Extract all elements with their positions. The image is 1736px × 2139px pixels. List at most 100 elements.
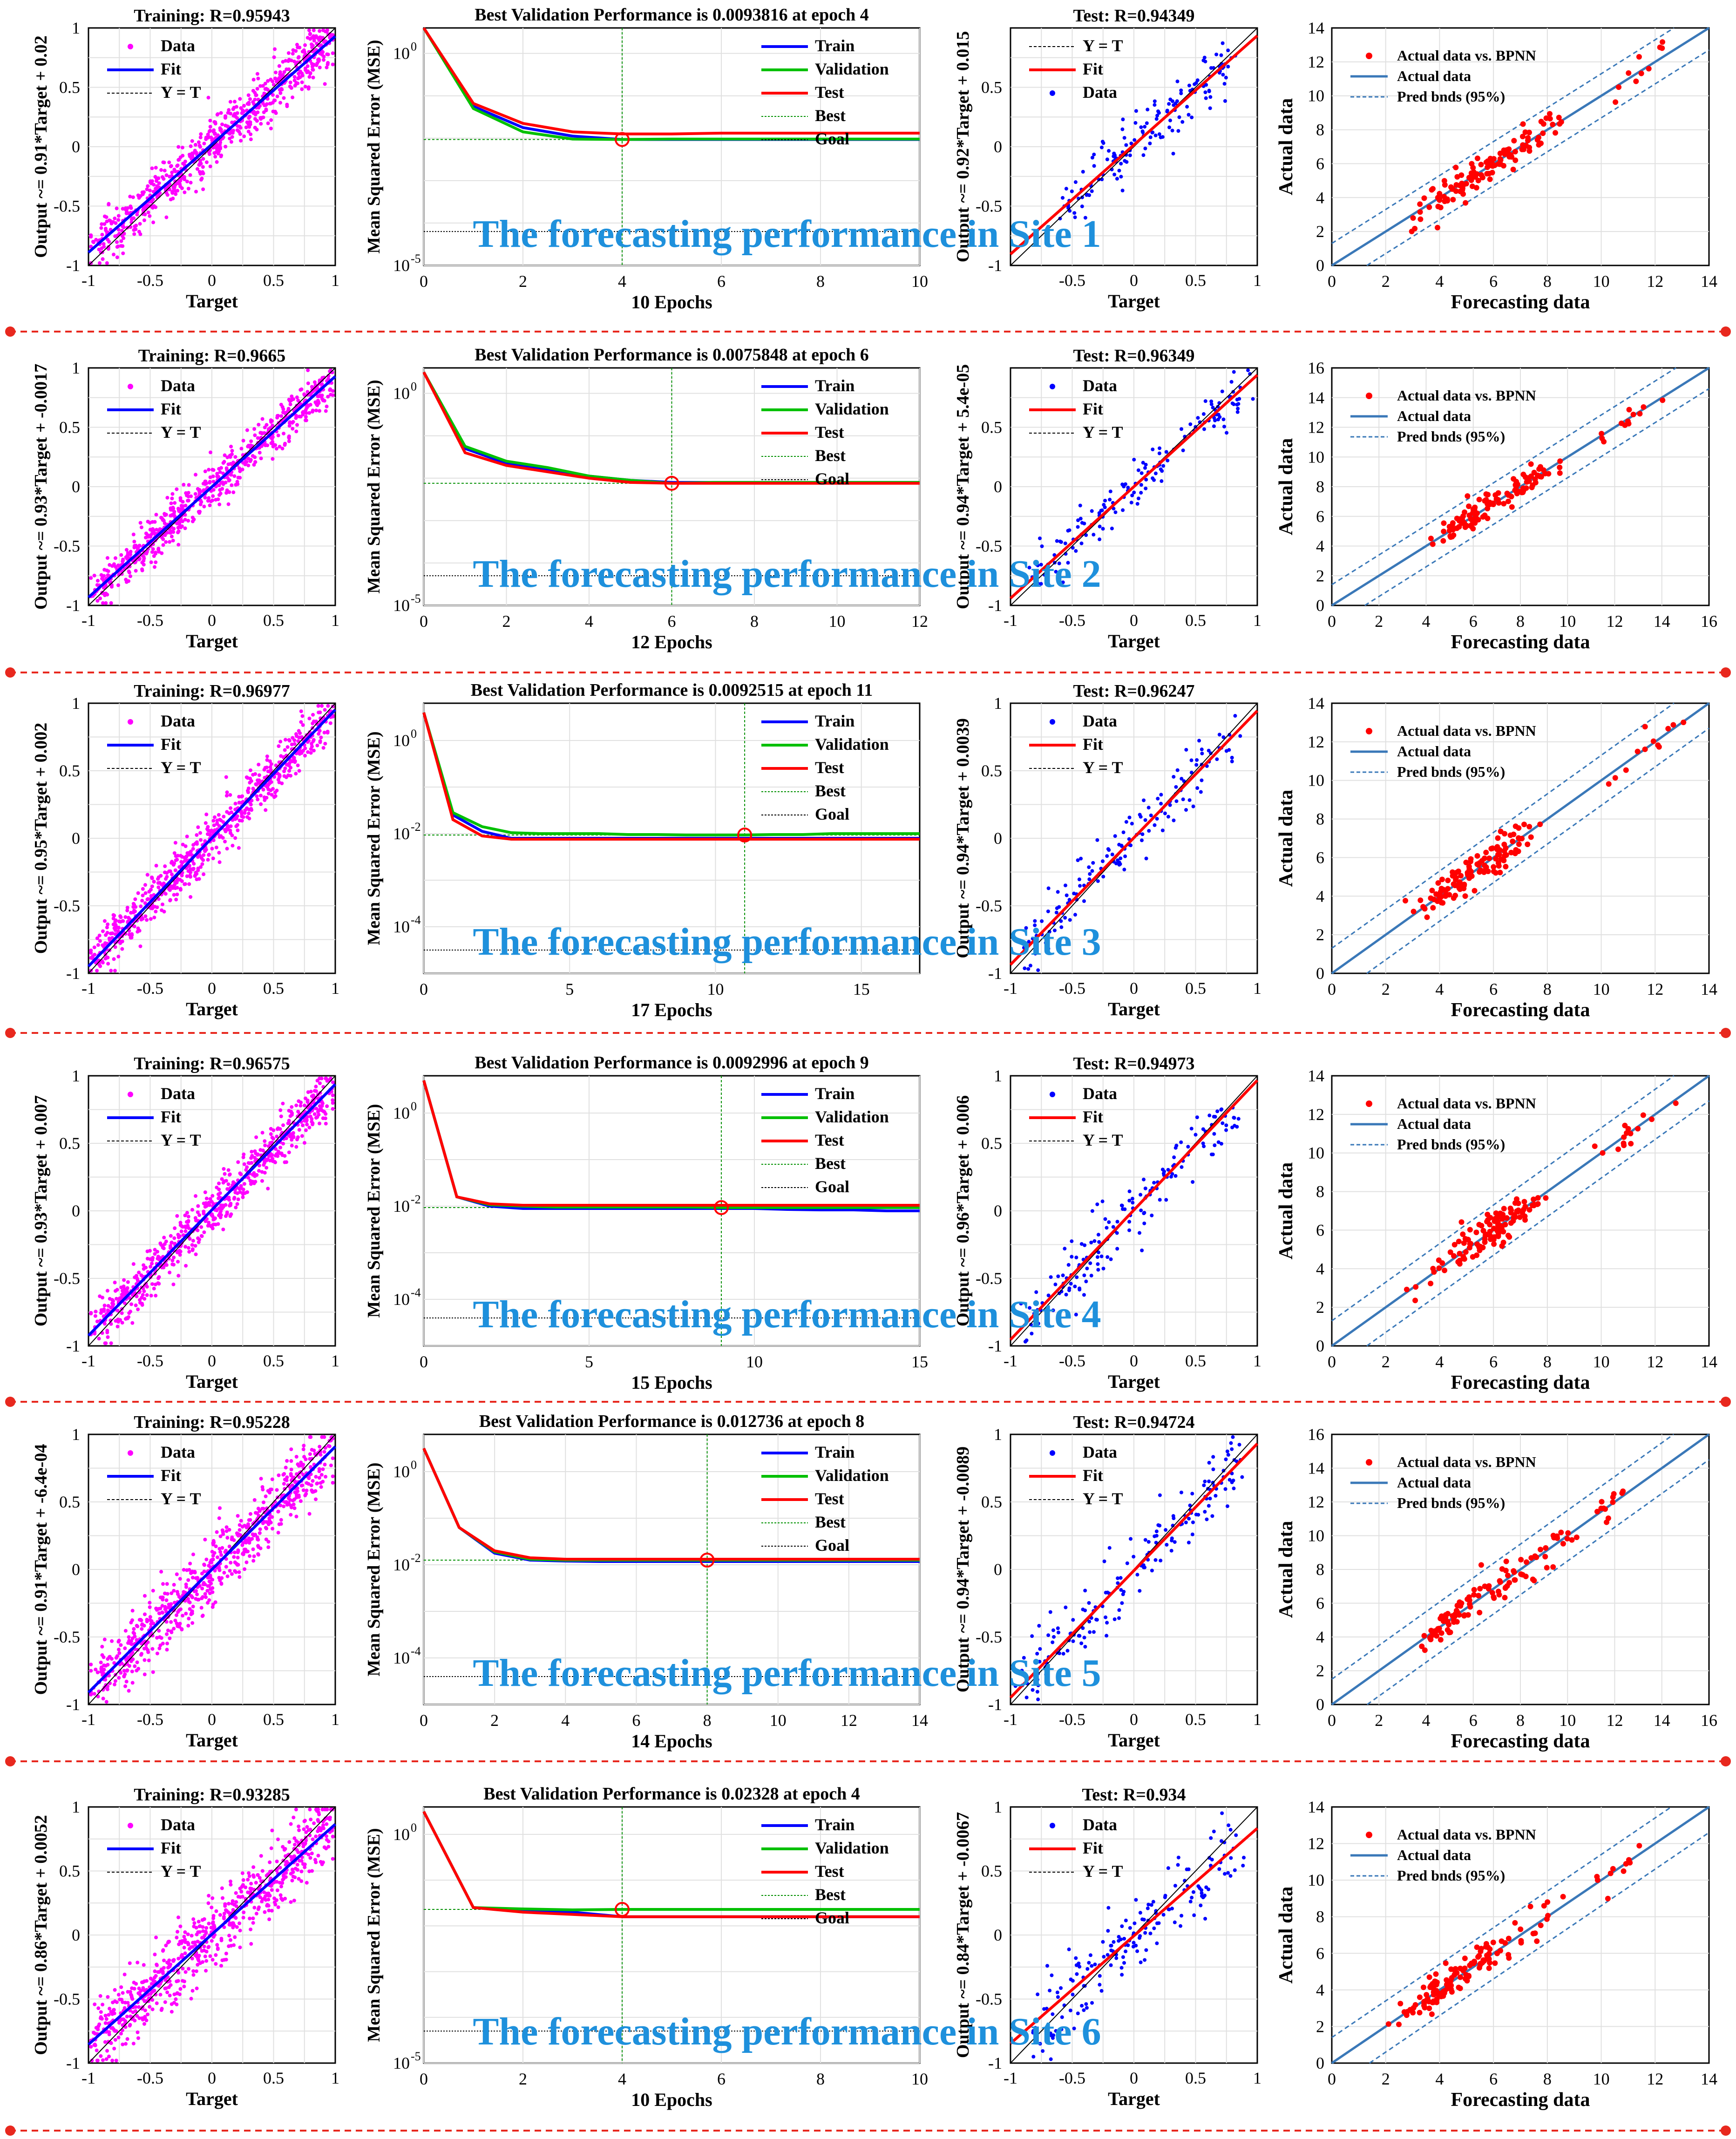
- x-axis-label: Target: [186, 631, 238, 652]
- x-tick-label: 8: [1516, 612, 1525, 631]
- data-point: [1079, 517, 1083, 521]
- data-point: [1088, 1261, 1092, 1265]
- x-tick-label: -1: [81, 979, 95, 998]
- y-tick-label: 0: [994, 829, 1002, 848]
- data-point: [1431, 896, 1437, 902]
- data-point: [1463, 1249, 1469, 1255]
- data-point: [325, 405, 329, 408]
- data-point: [1078, 884, 1082, 888]
- data-point: [300, 387, 304, 391]
- data-point: [1232, 1116, 1235, 1120]
- data-point: [1172, 1155, 1176, 1159]
- data-point: [228, 1569, 232, 1573]
- x-tick-label: 2: [1382, 1352, 1390, 1371]
- data-point: [157, 1282, 161, 1285]
- x-tick-label: 4: [1435, 980, 1444, 998]
- data-point: [240, 819, 244, 822]
- data-point: [164, 216, 168, 219]
- data-point: [314, 1475, 318, 1479]
- x-tick-label: 5: [585, 1352, 593, 1371]
- separator-dot: [1721, 326, 1731, 337]
- data-point: [146, 184, 149, 188]
- data-point: [1143, 466, 1147, 470]
- data-point: [1174, 785, 1178, 789]
- data-point: [1226, 48, 1230, 52]
- data-point: [132, 1262, 136, 1266]
- data-point: [114, 923, 117, 927]
- data-point: [227, 479, 231, 482]
- data-point: [1639, 71, 1644, 76]
- data-point: [263, 1143, 267, 1147]
- data-point: [1457, 879, 1463, 885]
- data-point: [200, 177, 203, 180]
- data-point: [302, 1444, 305, 1447]
- data-point: [227, 1528, 231, 1532]
- y-axis-label: Output ~= 0.93*Target + 0.007: [31, 1095, 51, 1327]
- data-point: [1209, 400, 1213, 403]
- data-point: [1224, 1128, 1228, 1132]
- data-point: [138, 1298, 142, 1302]
- legend-label: Train: [815, 712, 854, 730]
- data-point: [153, 565, 156, 569]
- data-point: [1506, 1234, 1512, 1240]
- y-tick-exponent: 0: [411, 40, 417, 54]
- data-point: [1410, 215, 1416, 221]
- data-point: [125, 1680, 129, 1684]
- separator-dot: [5, 667, 15, 678]
- data-point: [244, 460, 248, 464]
- data-point: [197, 140, 201, 144]
- data-point: [1543, 1195, 1548, 1201]
- data-point: [271, 1477, 274, 1481]
- data-point: [1097, 1233, 1100, 1236]
- data-point: [184, 1264, 188, 1268]
- data-point: [292, 420, 295, 424]
- legend-label: Pred bnds (95%): [1397, 88, 1505, 105]
- data-point: [1516, 849, 1521, 854]
- data-point: [194, 1194, 197, 1198]
- data-point: [1501, 501, 1506, 507]
- data-point: [140, 567, 144, 571]
- data-point: [1460, 513, 1466, 519]
- data-point: [170, 190, 174, 194]
- data-point: [212, 488, 216, 492]
- data-point: [288, 399, 292, 403]
- x-axis-label: Forecasting data: [1451, 999, 1590, 1021]
- data-point: [1096, 1255, 1099, 1259]
- data-point: [103, 215, 107, 218]
- y-tick-label: 0.5: [981, 78, 1002, 97]
- data-point: [165, 1648, 169, 1651]
- data-point: [129, 936, 133, 939]
- data-point: [321, 28, 325, 32]
- data-point: [112, 957, 116, 961]
- data-point: [153, 1248, 157, 1252]
- data-point: [165, 173, 169, 177]
- data-point: [281, 1102, 285, 1106]
- data-point: [113, 217, 116, 220]
- data-point: [239, 106, 243, 110]
- x-tick-label: 10: [746, 1352, 763, 1371]
- data-point: [242, 439, 245, 442]
- legend-label: Best: [815, 446, 846, 465]
- y-tick-label: -0.5: [54, 1269, 80, 1288]
- data-point: [1550, 122, 1555, 127]
- data-point: [198, 170, 202, 174]
- data-point: [331, 1101, 335, 1105]
- data-point: [1128, 154, 1132, 157]
- data-point: [321, 1480, 325, 1483]
- data-point: [1520, 472, 1526, 477]
- data-point: [116, 584, 120, 587]
- data-point: [155, 1636, 159, 1640]
- data-point: [1495, 1215, 1500, 1220]
- x-tick-label: 0.5: [1185, 271, 1206, 290]
- data-point: [1426, 204, 1432, 210]
- data-point: [1540, 130, 1546, 136]
- data-point: [110, 585, 114, 589]
- data-point: [131, 1609, 135, 1613]
- legend-label: Validation: [815, 400, 889, 418]
- legend-label: Actual data: [1397, 407, 1471, 424]
- data-point: [203, 469, 207, 473]
- data-point: [1142, 1211, 1146, 1215]
- data-point: [1503, 864, 1508, 869]
- y-tick-label: 0: [72, 1202, 80, 1220]
- data-point: [169, 1602, 173, 1606]
